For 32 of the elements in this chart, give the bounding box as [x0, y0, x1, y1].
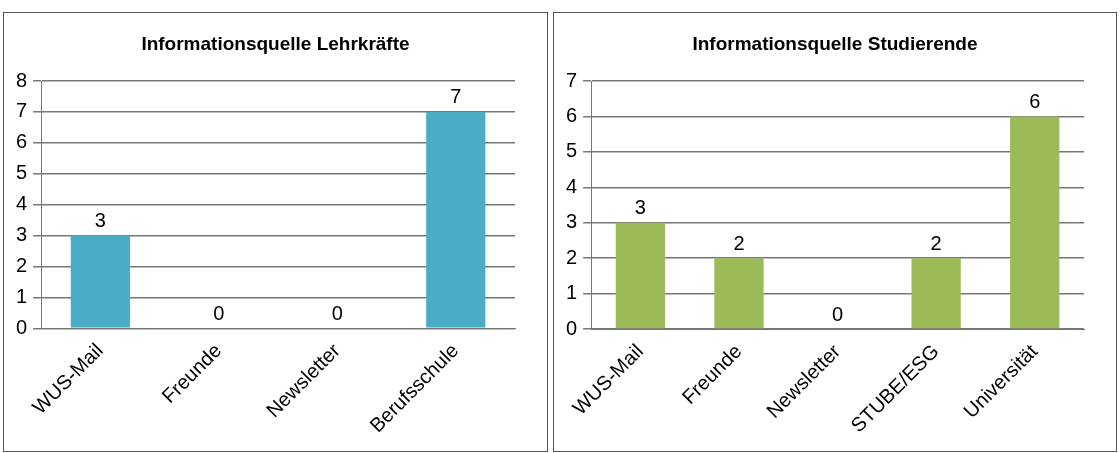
bar	[1010, 116, 1060, 329]
y-tick-label: 8	[16, 68, 28, 91]
y-tick-label: 5	[16, 161, 28, 184]
bar	[714, 258, 764, 329]
y-tick-label: 7	[16, 99, 28, 122]
bar	[911, 258, 961, 329]
y-tick-label: 1	[16, 284, 28, 307]
data-label: 2	[930, 231, 942, 254]
y-tick-label: 0	[16, 315, 28, 338]
y-tick-label: 4	[16, 192, 28, 215]
data-label: 6	[1029, 89, 1041, 112]
data-label: 7	[450, 85, 462, 108]
y-tick-label: 0	[566, 316, 578, 339]
bar	[615, 222, 666, 329]
data-label: 2	[733, 231, 745, 254]
y-tick-label: 4	[566, 174, 578, 197]
y-tick-label: 6	[566, 103, 578, 126]
data-label: 0	[832, 302, 844, 325]
y-tick-label: 2	[566, 245, 578, 268]
data-label: 0	[213, 301, 225, 324]
chart-title: Informationsquelle Studierende	[691, 33, 979, 55]
chart-title: Informationsquelle Lehrkräfte	[140, 33, 411, 55]
y-tick-label: 7	[566, 68, 578, 91]
data-label: 3	[634, 196, 646, 219]
y-tick-label: 3	[566, 210, 578, 233]
y-tick-label: 6	[16, 130, 28, 153]
data-label: 3	[94, 209, 106, 232]
data-label: 0	[331, 301, 343, 324]
y-tick-label: 5	[566, 139, 578, 162]
y-tick-label: 1	[566, 281, 578, 304]
y-tick-label: 2	[16, 253, 28, 276]
y-tick-label: 3	[16, 223, 28, 246]
